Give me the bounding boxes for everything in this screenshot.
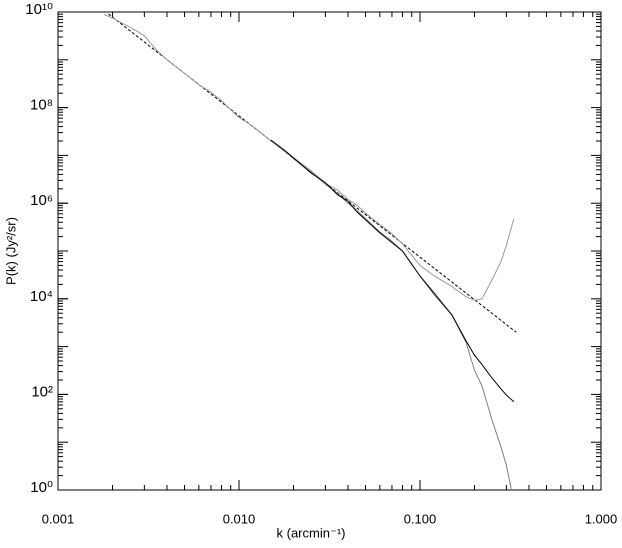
y-tick-label: 10⁴ [30, 288, 53, 305]
x-tick-label: 0.001 [42, 511, 75, 526]
series-line [270, 139, 515, 403]
x-tick-label: 1.000 [585, 511, 618, 526]
y-tick-label: 10⁶ [30, 192, 53, 209]
y-tick-label: 10² [31, 383, 53, 400]
x-tick-label: 0.100 [404, 511, 437, 526]
y-tick-label: 10⁰ [30, 479, 53, 496]
y-axis-label: P(k) (Jy²/sr) [3, 217, 18, 285]
x-tick-label: 0.010 [223, 511, 256, 526]
series-line [270, 139, 512, 491]
y-tick-label: 10¹⁰ [25, 1, 53, 18]
plot-frame [57, 11, 602, 491]
x-axis-label: k (arcmin⁻¹) [277, 525, 346, 540]
y-tick-label: 10⁸ [30, 97, 53, 114]
series-line [104, 14, 515, 301]
